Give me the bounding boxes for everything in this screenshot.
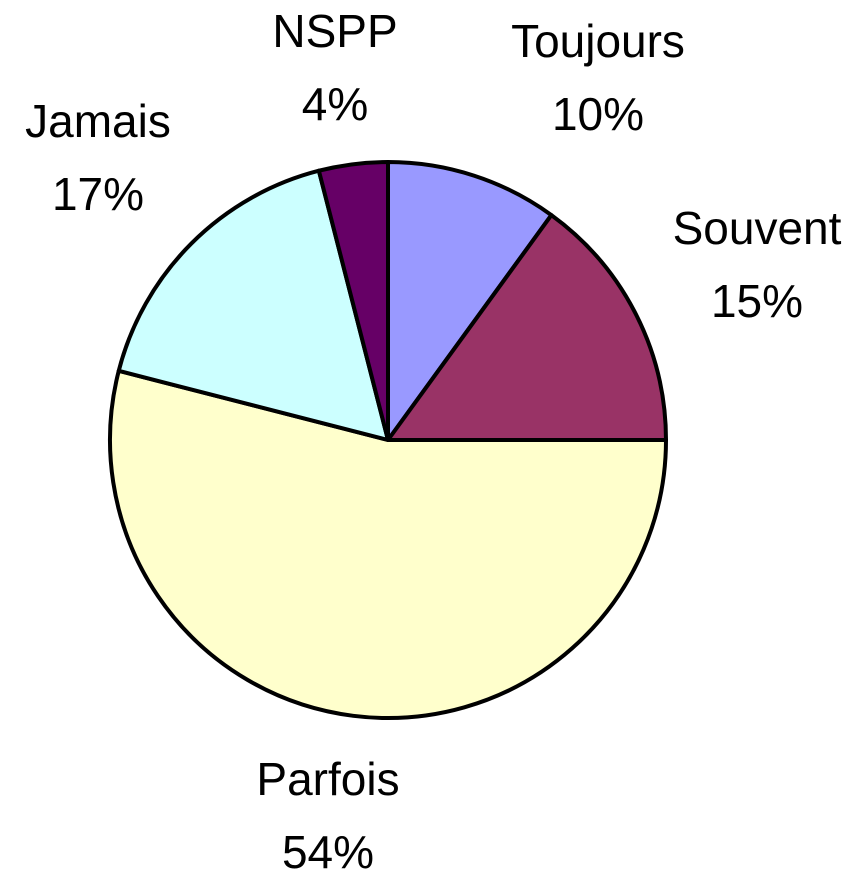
pie-slice [386, 213, 668, 442]
slice-value-label: 15% [711, 275, 803, 327]
pie-slice [386, 160, 554, 442]
slice-label: Jamais [25, 95, 171, 147]
slice-value-label: 54% [282, 826, 374, 878]
pie-slice [116, 168, 390, 442]
pie-slice [108, 368, 668, 720]
slice-value-label: 17% [52, 168, 144, 220]
slice-label: Toujours [511, 15, 685, 67]
slice-value-label: 4% [302, 78, 368, 130]
slice-label: NSPP [272, 5, 397, 57]
slice-value-label: 10% [552, 88, 644, 140]
slice-label: Parfois [256, 753, 399, 805]
pie-slice [316, 160, 390, 442]
slice-label: Souvent [673, 202, 842, 254]
